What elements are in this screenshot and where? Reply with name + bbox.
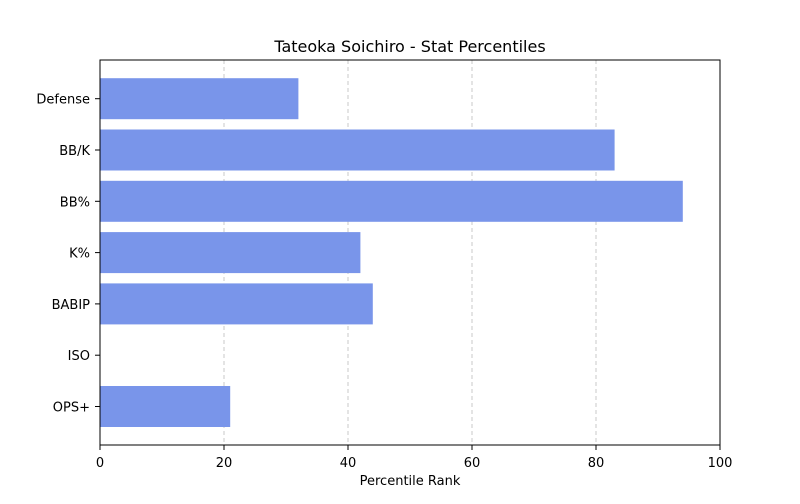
x-tick-label: 80 <box>588 456 605 471</box>
x-tick-label: 40 <box>340 456 357 471</box>
x-axis-label: Percentile Rank <box>360 474 461 489</box>
y-tick-label: BABIP <box>52 298 91 313</box>
x-axis-ticks: 0 20 40 60 80 100 <box>96 445 733 471</box>
x-tick-label: 0 <box>96 456 104 471</box>
chart-title: Tateoka Soichiro - Stat Percentiles <box>273 37 545 56</box>
bar-ops- <box>100 386 231 427</box>
y-tick-label: K% <box>69 247 90 262</box>
bar-defense <box>100 78 299 120</box>
bars <box>100 78 683 427</box>
y-tick-label: Defense <box>36 93 90 108</box>
y-tick-label: ISO <box>68 349 90 364</box>
bar-bb- <box>100 180 683 222</box>
y-tick-label: BB% <box>60 195 90 210</box>
x-tick-label: 20 <box>216 456 233 471</box>
x-tick-label: 100 <box>708 456 733 471</box>
bar-babip <box>100 283 373 325</box>
y-tick-label: OPS+ <box>53 401 90 416</box>
y-axis-ticks: OPS+ ISO BABIP K% BB% BB/K Defense <box>36 93 100 416</box>
x-tick-label: 60 <box>464 456 481 471</box>
y-tick-label: BB/K <box>59 144 90 159</box>
bar-k- <box>100 232 361 274</box>
bar-bb-k <box>100 129 615 171</box>
